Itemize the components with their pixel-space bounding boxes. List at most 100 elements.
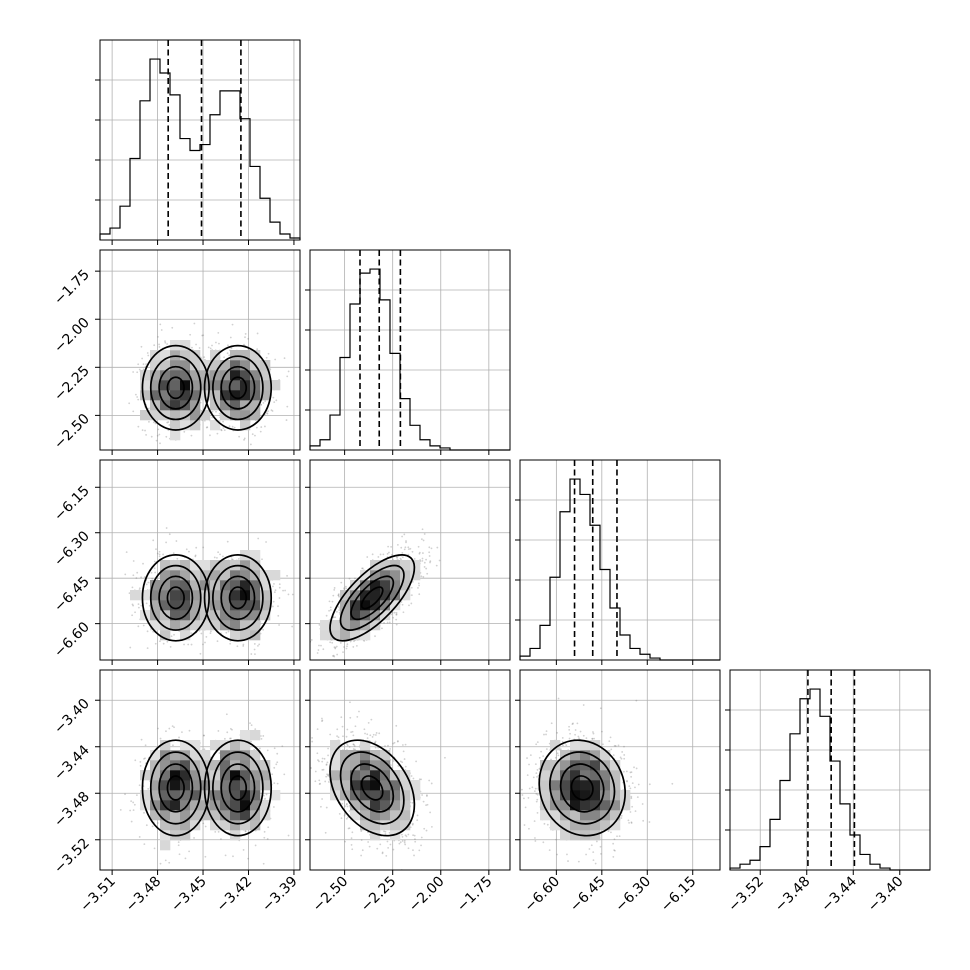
scatter-point <box>132 371 135 373</box>
scatter-point <box>154 642 157 645</box>
density-cell <box>190 610 201 621</box>
density-cell <box>250 410 261 421</box>
scatter-point <box>237 557 240 560</box>
scatter-point <box>422 552 424 554</box>
density-cell <box>170 380 181 391</box>
density-cell <box>240 350 251 361</box>
density-cell <box>160 590 171 601</box>
scatter-point <box>204 641 206 644</box>
density-cell <box>230 600 241 611</box>
histogram-panel-0 <box>95 39 301 245</box>
density-cell <box>170 600 181 611</box>
scatter-point <box>195 343 197 346</box>
scatter-point <box>210 630 212 633</box>
density-cell <box>210 400 221 411</box>
density-cell <box>190 370 201 381</box>
contour-line <box>212 564 264 631</box>
density-cell <box>240 370 251 381</box>
density-cell <box>180 580 191 591</box>
panel-frame <box>519 459 721 661</box>
scatter-point <box>242 643 245 646</box>
density-cell <box>170 420 181 431</box>
scatter-point <box>203 419 206 422</box>
density-cell <box>240 570 251 581</box>
scatter-point <box>423 533 426 535</box>
scatter-point <box>337 593 340 596</box>
scatter-point <box>226 540 229 543</box>
scatter-point <box>417 587 419 589</box>
scatter-point <box>153 560 156 563</box>
scatter-point <box>227 344 229 347</box>
scatter-point <box>257 644 259 647</box>
scatter-point <box>193 322 196 325</box>
density-cell <box>350 610 361 621</box>
scatter-point <box>141 429 144 432</box>
contour-line <box>149 355 202 421</box>
scatter-point <box>409 547 412 550</box>
scatter-point <box>286 405 289 408</box>
scatter-point <box>132 574 135 577</box>
scatter-point <box>257 537 260 540</box>
scatter-point <box>131 614 134 617</box>
density-cell <box>210 360 221 371</box>
density-cell <box>380 570 391 581</box>
density-cell <box>240 410 251 421</box>
scatter-point <box>273 583 275 585</box>
density-cell <box>190 360 201 371</box>
scatter-point <box>428 546 431 549</box>
contour-line <box>203 344 273 431</box>
scatter-point <box>145 602 148 605</box>
scatter-point <box>395 611 398 614</box>
scatter-point <box>336 653 339 656</box>
scatter-point <box>411 580 414 583</box>
scatter-point <box>340 581 343 584</box>
density-cell <box>350 600 361 611</box>
density-cell <box>350 590 361 601</box>
density-cell <box>370 580 381 591</box>
scatter-point <box>144 429 146 432</box>
scatter-point <box>244 333 247 335</box>
scatter-point <box>334 616 337 619</box>
density-cell <box>250 620 261 631</box>
y-tick-label: −6.30 <box>51 528 93 570</box>
scatter-point <box>420 538 423 541</box>
scatter-point <box>251 433 254 436</box>
scatter-point <box>426 572 429 575</box>
scatter-point <box>187 643 190 646</box>
scatter-point <box>132 560 135 562</box>
scatter-point <box>137 606 140 609</box>
scatter-point <box>230 558 233 561</box>
scatter-point <box>320 644 322 647</box>
density-layer <box>128 322 290 446</box>
density-cell <box>180 590 191 601</box>
scatter-point <box>129 646 132 649</box>
density-cell <box>160 560 171 571</box>
density-cell <box>180 410 191 421</box>
scatter-point <box>420 575 423 578</box>
density-cell <box>360 600 371 611</box>
y-tick-label: −6.60 <box>51 619 93 661</box>
density-cell <box>190 560 201 571</box>
scatter-point <box>390 553 393 556</box>
density-cell <box>210 570 221 581</box>
density-cell <box>380 610 391 621</box>
scatter-point <box>177 664 179 666</box>
scatter-point <box>140 576 143 579</box>
scatter-point <box>291 625 294 628</box>
scatter-point <box>219 553 221 556</box>
contour-line <box>360 586 384 610</box>
density-cell <box>160 350 171 361</box>
scatter-point <box>265 412 268 414</box>
scatter-point <box>273 401 276 404</box>
scatter-point <box>256 332 259 335</box>
scatter-point <box>228 354 231 357</box>
density-cell <box>190 380 201 391</box>
scatter-point <box>317 649 320 651</box>
scatter-point <box>150 435 153 438</box>
scatter-point <box>202 546 205 549</box>
scatter-point <box>333 588 336 591</box>
scatter-point <box>156 552 159 555</box>
scatter-point <box>435 564 438 567</box>
density-cell <box>150 620 161 631</box>
y-tick-label: −6.15 <box>51 483 93 525</box>
